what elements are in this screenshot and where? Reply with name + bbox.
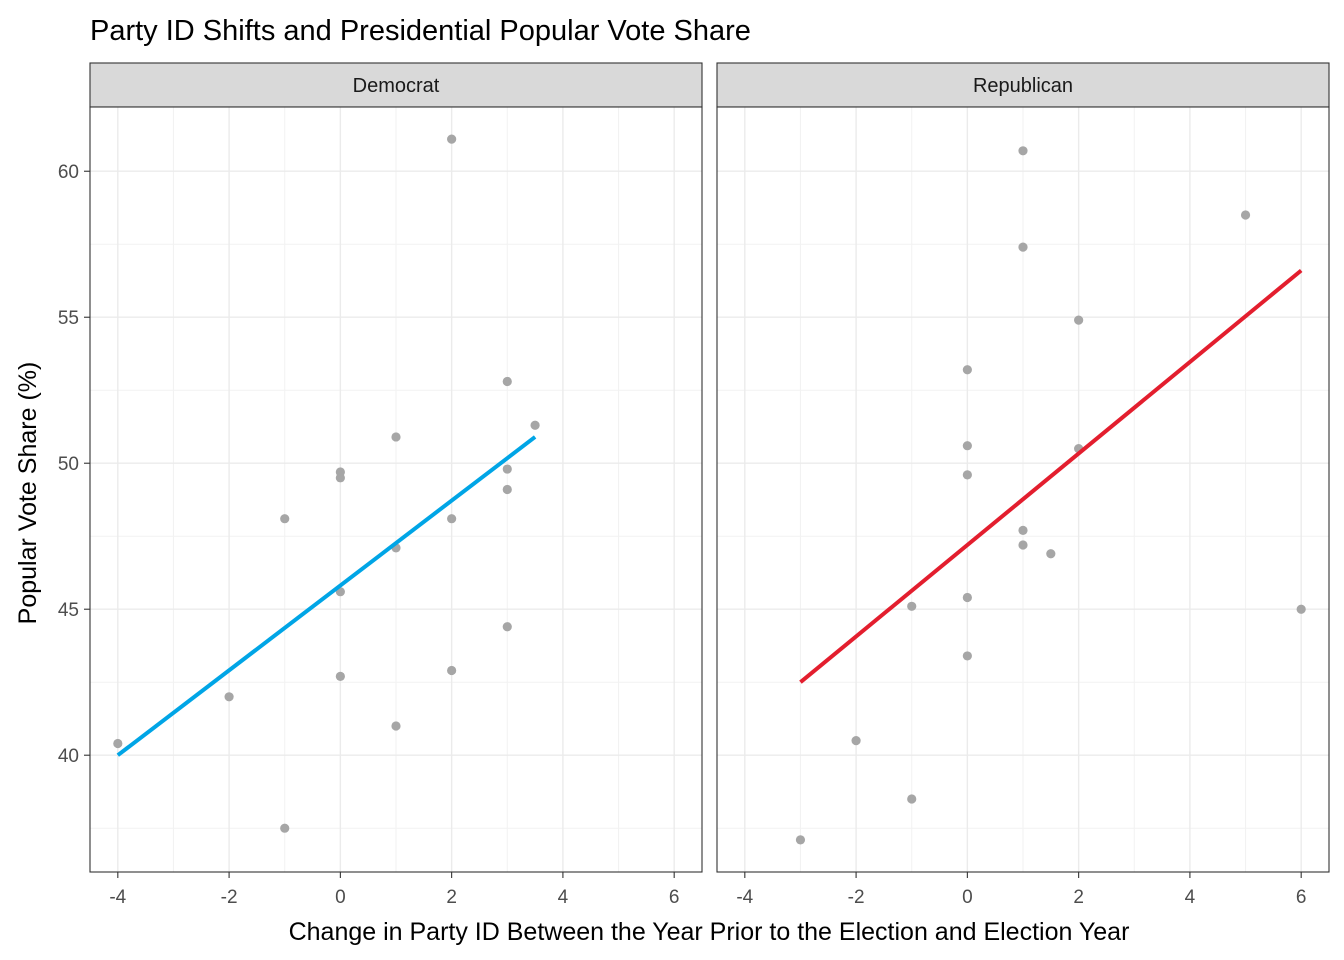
x-tick-label: 2 [1073,887,1084,908]
data-point-democrat [224,692,234,702]
panel-border-democrat [89,106,703,873]
x-axis-title: Change in Party ID Between the Year Prio… [289,918,1130,946]
data-point-democrat [391,432,401,442]
x-tick-label: 6 [1296,887,1307,908]
data-point-republican [851,736,861,746]
panel-border-republican [716,106,1330,873]
data-point-republican [907,794,917,804]
data-point-democrat [113,738,123,749]
data-point-democrat [447,134,457,144]
x-tick-label: -2 [848,887,865,908]
data-point-republican [962,651,972,661]
chart-title: Party ID Shifts and Presidential Popular… [90,15,751,47]
y-tick-label: 60 [58,162,79,183]
y-tick-label: 45 [58,600,79,621]
x-tick-label: -4 [736,887,753,908]
data-point-republican [1296,604,1306,614]
x-tick-label: 4 [558,887,569,908]
y-tick-label: 40 [58,746,79,767]
fit-line-democrat [116,435,537,757]
y-axis-title: Popular Vote Share (%) [14,362,42,625]
x-tick-label: -4 [109,887,126,908]
y-tick-label: 50 [58,454,79,475]
x-tick-label: 6 [669,887,680,908]
data-point-democrat [280,823,290,833]
x-tick-label: -2 [221,887,238,908]
data-point-democrat [502,376,512,387]
data-point-democrat [530,420,540,430]
data-point-republican [1018,146,1028,156]
x-tick-label: 4 [1185,887,1196,908]
x-tick-label: 0 [335,887,346,908]
data-point-democrat [335,473,345,483]
data-point-democrat [502,622,512,632]
y-tick-label: 55 [58,308,79,329]
data-point-republican [962,441,972,451]
data-point-democrat [447,514,457,524]
panel-republican: Republican -4 -2 0 2 4 6 [716,62,1330,908]
strip-label-republican: Republican [973,75,1073,97]
strip-label-democrat: Democrat [353,75,440,97]
data-point-republican [962,470,972,480]
y-axis: 40 45 50 55 60 [58,162,90,767]
data-point-republican [1046,549,1056,559]
data-point-democrat [280,514,290,524]
x-tick-label: 2 [446,887,457,908]
data-point-republican [962,365,972,375]
data-point-democrat [502,464,512,474]
data-point-democrat [502,484,512,495]
data-point-democrat [335,671,345,681]
data-point-republican [907,601,917,611]
data-point-republican [1018,242,1028,252]
panels: Democrat -4 -2 0 2 4 6 Republican -4 -2 0 2 4 6 [89,62,1330,908]
data-point-republican [1074,315,1084,325]
data-point-republican [1018,525,1028,535]
data-point-republican [1240,210,1251,220]
panel-democrat: Democrat -4 -2 0 2 4 6 [89,62,703,908]
strip-republican [716,62,1330,108]
data-point-democrat [447,665,457,676]
x-tick-label: 0 [962,887,973,908]
data-point-republican [795,835,806,845]
data-point-democrat [391,721,401,731]
data-point-republican [1018,540,1028,550]
fit-line-republican [799,268,1303,684]
strip-democrat [89,62,703,108]
data-point-republican [962,592,972,603]
